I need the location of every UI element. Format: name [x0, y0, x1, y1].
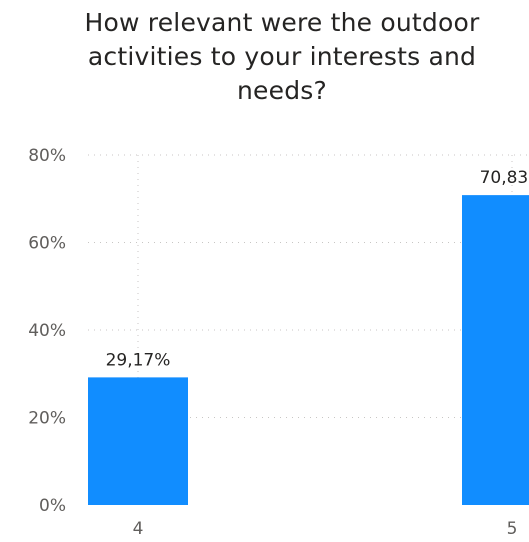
data-label: 70,83%: [480, 168, 529, 188]
y-tick-label: 80%: [28, 146, 66, 166]
x-tick-label: 4: [133, 519, 144, 539]
bar-4: [88, 377, 188, 505]
y-tick-label: 0%: [39, 496, 66, 516]
bar-5: [462, 195, 529, 505]
y-tick-label: 40%: [28, 321, 66, 341]
y-tick-label: 60%: [28, 234, 66, 254]
x-tick-label: 5: [507, 519, 518, 539]
y-tick-label: 20%: [28, 409, 66, 429]
data-label: 29,17%: [106, 350, 171, 370]
chart-title: How relevant were the outdoor activities…: [84, 8, 480, 105]
